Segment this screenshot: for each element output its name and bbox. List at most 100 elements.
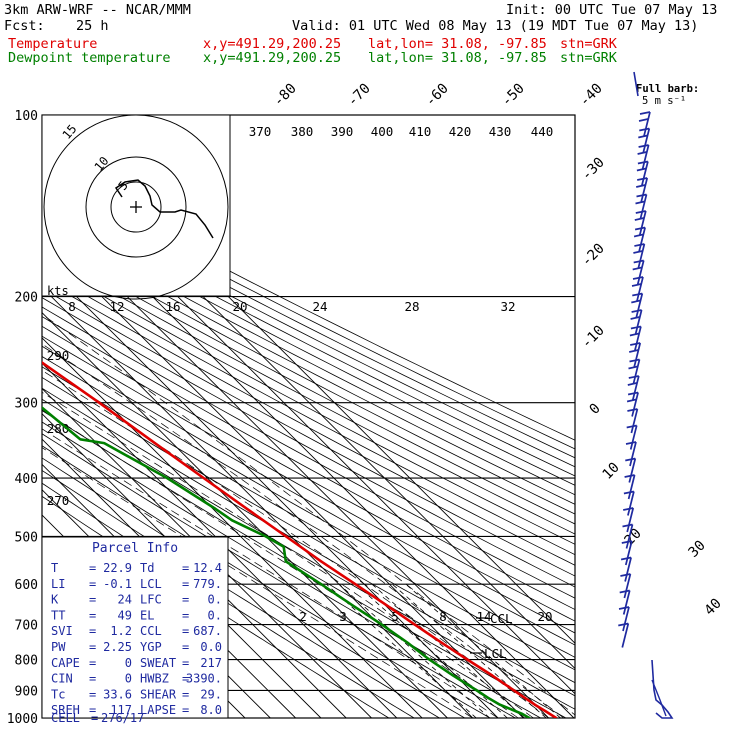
parcel-row-label: CIN bbox=[51, 672, 73, 686]
dewpoint-point bbox=[521, 712, 524, 716]
wind-barb-flag bbox=[636, 167, 647, 172]
parcel-row-value: 8.0 bbox=[200, 703, 222, 717]
dry-adiabat-line bbox=[42, 202, 575, 477]
temperature-point bbox=[246, 507, 249, 510]
temperature-point bbox=[440, 641, 443, 644]
dry-adiabat-line bbox=[42, 218, 575, 496]
wind-barb-flag bbox=[626, 424, 637, 429]
mixing-ratio-label: 8 bbox=[439, 609, 447, 624]
parcel-row-equals: = bbox=[182, 608, 189, 622]
parcel-row-value: 1.2 bbox=[110, 624, 132, 638]
parcel-row-label: Td bbox=[140, 561, 154, 575]
cell-value: 276/17 bbox=[101, 711, 144, 725]
wind-barb-flag bbox=[631, 283, 642, 287]
wind-barb bbox=[641, 161, 649, 186]
wind-barb-flag bbox=[625, 457, 636, 462]
temperature-point bbox=[544, 710, 547, 713]
temperature-scale-label: 8 bbox=[68, 299, 76, 314]
parcel-info-title: Parcel Info bbox=[92, 541, 178, 556]
wind-barb-flag bbox=[621, 540, 632, 544]
isotherm-label: -40 bbox=[577, 81, 606, 110]
guide-lines bbox=[42, 115, 575, 718]
parcel-row-value: 217 bbox=[200, 656, 222, 670]
legend-barb-staff bbox=[633, 71, 639, 97]
isotherm-label: -10 bbox=[579, 323, 608, 352]
dry-adiabat-line bbox=[42, 187, 575, 459]
mixing-ratio-label: 2 bbox=[299, 609, 307, 624]
wind-barb-flag bbox=[627, 408, 638, 412]
temperature-latlon: lat,lon= 31.08, -97.85 bbox=[368, 36, 547, 52]
dewpoint-latlon: lat,lon= 31.08, -97.85 bbox=[368, 50, 547, 66]
moist-adiabat-line bbox=[42, 409, 519, 718]
dry-adiabat-line bbox=[42, 287, 575, 577]
wind-barb-flag bbox=[627, 391, 639, 396]
wind-barb bbox=[621, 623, 630, 648]
parcel-row-label: LI bbox=[51, 577, 65, 591]
dewpoint-point bbox=[451, 674, 454, 677]
parcel-row-equals: = bbox=[89, 561, 96, 575]
parcel-row-equals: = bbox=[89, 577, 96, 591]
init-time: Init: 00 UTC Tue 07 May 13 bbox=[506, 2, 718, 18]
wind-barb bbox=[632, 359, 641, 384]
dry-adiabat-line bbox=[42, 171, 575, 441]
wind-barb bbox=[635, 293, 644, 318]
wind-barb bbox=[622, 606, 630, 632]
wind-barb bbox=[627, 474, 636, 500]
wind-barb bbox=[638, 227, 646, 252]
wind-barb bbox=[625, 524, 634, 549]
pressure-tick-label: 500 bbox=[15, 530, 38, 545]
wind-barb-flag bbox=[619, 589, 630, 594]
dry-adiabat-line bbox=[42, 421, 542, 718]
cell-equals: = bbox=[91, 711, 98, 725]
parcel-row-label: EL bbox=[140, 608, 154, 622]
wind-barb-flag bbox=[634, 243, 645, 247]
isotherm-line bbox=[42, 311, 448, 718]
dry-adiabat-line bbox=[42, 387, 575, 697]
dry-adiabat-line bbox=[42, 376, 575, 684]
parcel-row-equals: = bbox=[182, 687, 189, 701]
wind-barb bbox=[641, 144, 650, 170]
dry-adiabat-line bbox=[42, 335, 575, 634]
parcel-row-value: 24 bbox=[118, 593, 132, 607]
parcel-row-equals: = bbox=[182, 561, 189, 575]
isotherm-label: -80 bbox=[271, 81, 300, 110]
wind-barb-flag bbox=[627, 382, 637, 386]
wind-barb-flag bbox=[636, 193, 647, 198]
parcel-row-label: CAPE bbox=[51, 656, 80, 670]
parcel-row-value: 22.9 bbox=[103, 561, 132, 575]
wind-barb-flag bbox=[629, 358, 640, 363]
mixing-ratio-label: 5 bbox=[391, 609, 399, 624]
wind-barb-flag bbox=[628, 375, 639, 379]
parcel-row-equals: = bbox=[182, 624, 189, 638]
wind-barb-flag bbox=[624, 474, 635, 478]
wind-barb-flag bbox=[618, 622, 629, 627]
dewpoint-point bbox=[511, 708, 514, 712]
parcel-row-value: -0.1 bbox=[103, 577, 132, 591]
parcel-row-label: CCL bbox=[140, 624, 162, 638]
dewpoint-point bbox=[214, 507, 217, 510]
wind-barb-flag bbox=[620, 573, 631, 577]
pressure-tick-label: 400 bbox=[15, 472, 38, 487]
parcel-row-equals: = bbox=[89, 672, 96, 686]
dry-adiabat-line bbox=[42, 210, 575, 486]
isotherm-label: 30 bbox=[686, 538, 709, 561]
theta-label: 400 bbox=[371, 124, 394, 139]
wind-barb-flag bbox=[634, 226, 646, 231]
pressure-tick-label: 600 bbox=[15, 578, 38, 593]
parcel-row-label: SWEAT bbox=[140, 656, 176, 670]
wind-barb-flag bbox=[637, 160, 649, 165]
dewpoint-point bbox=[165, 476, 169, 480]
isotherm-line bbox=[42, 236, 524, 718]
temperature-point bbox=[285, 535, 288, 538]
pressure-tick-label: 200 bbox=[15, 291, 38, 306]
parcel-row-equals: = bbox=[182, 703, 189, 717]
parcel-row-equals: = bbox=[89, 608, 96, 622]
temperature-point bbox=[533, 703, 536, 706]
moist-adiabat-line bbox=[42, 428, 499, 718]
dry-adiabat-line bbox=[42, 243, 575, 525]
parcel-row-label: K bbox=[51, 593, 59, 607]
pressure-tick-label: 700 bbox=[15, 619, 38, 634]
temperature-point bbox=[491, 674, 494, 677]
dry-adiabat-line bbox=[42, 194, 575, 468]
wind-barb-flag bbox=[622, 523, 633, 528]
